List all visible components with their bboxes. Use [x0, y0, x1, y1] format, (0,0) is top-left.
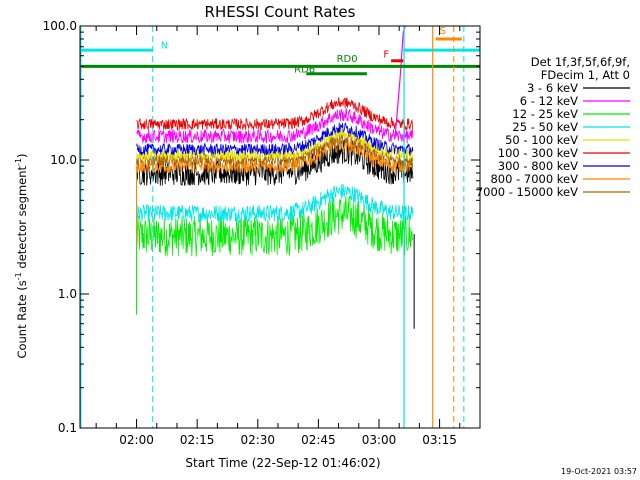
- legend-entry-label: 12 - 25 keV: [512, 107, 578, 121]
- x-tick-label: 02:00: [119, 433, 154, 447]
- legend-entry-label: 50 - 100 keV: [505, 133, 578, 147]
- annotation-label-n: N: [161, 40, 168, 51]
- annotation-label-s: S: [440, 26, 446, 37]
- annotation-label-rd0: RD0: [337, 54, 358, 65]
- legend-entry-label: 6 - 12 keV: [520, 94, 578, 108]
- y-tick-label: 1.0: [58, 287, 77, 301]
- x-tick-label: 02:45: [301, 433, 336, 447]
- svg-text:Count Rate (s-1 detector segme: Count Rate (s-1 detector segment-1): [14, 153, 29, 358]
- x-tick-label: 02:30: [240, 433, 275, 447]
- y-tick-label: 0.1: [58, 421, 77, 435]
- legend-entry-label: 300 - 800 keV: [498, 159, 578, 173]
- legend-entry-label: 7000 - 15000 keV: [476, 185, 578, 199]
- y-tick-label: 100.0: [43, 19, 77, 33]
- x-tick-label: 03:00: [362, 433, 397, 447]
- annotation-label-rd6: RD6: [294, 64, 315, 75]
- y-tick-label: 10.0: [50, 153, 77, 167]
- series-line-6: [136, 122, 414, 157]
- series-line-2: [136, 195, 414, 257]
- x-axis-title: Start Time (22-Sep-12 01:46:02): [185, 456, 380, 470]
- x-tick-label: 03:15: [422, 433, 457, 447]
- series-line-3: [136, 183, 414, 224]
- y-axis-title: Count Rate (s-1 detector segment-1): [14, 153, 29, 358]
- series-line-1: [136, 108, 414, 145]
- x-tick-label: 02:15: [180, 433, 215, 447]
- legend-entry-label: 3 - 6 keV: [527, 81, 578, 95]
- legend-header-line: FDecim 1, Att 0: [541, 68, 630, 82]
- annotation-label-f: F: [383, 50, 389, 61]
- series-line-8: [136, 131, 414, 167]
- axes-group: 100.0 10.0 1.0 0.1 02:00 02:15 02:30 02:45 03:00…: [43, 19, 481, 447]
- data-series-group: [136, 25, 415, 329]
- chart-title: RHESSI Count Rates: [205, 3, 356, 21]
- legend: Det 1f,3f,5f,6f,9f,FDecim 1, Att 03 - 6 …: [476, 55, 630, 199]
- legend-entry-label: 100 - 300 keV: [498, 146, 578, 160]
- plot-frame: [79, 25, 481, 429]
- series-line-7: [136, 138, 414, 175]
- series-line-5: [136, 97, 414, 131]
- annotations-group: N RD0 RD6 F S: [80, 26, 480, 428]
- timestamp: 19-Oct-2021 03:57: [561, 467, 637, 476]
- legend-entry-label: 800 - 7000 keV: [490, 172, 578, 186]
- legend-entry-label: 25 - 50 keV: [512, 120, 578, 134]
- legend-header-line: Det 1f,3f,5f,6f,9f,: [531, 55, 630, 69]
